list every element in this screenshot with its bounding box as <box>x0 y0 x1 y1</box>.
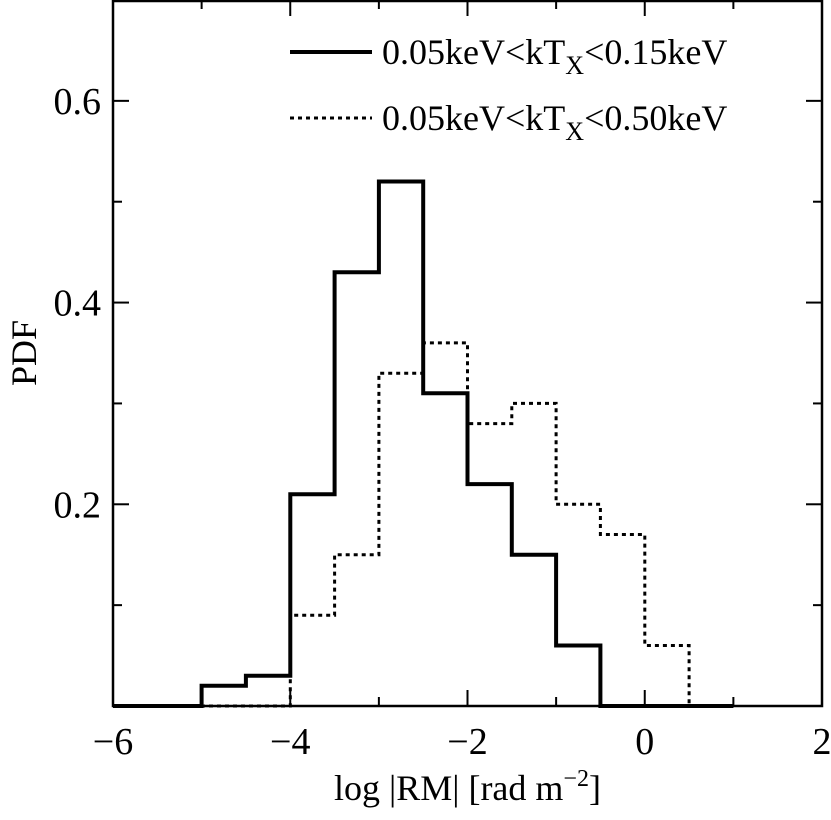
legend-label-2-prefix: 0.05keV<kT <box>382 98 565 138</box>
x-tick-label: −6 <box>93 721 133 763</box>
legend-item-1: 0.05keV<kTX<0.15keV <box>290 32 727 80</box>
x-axis-title: log |RM| [rad m−2] <box>334 766 601 808</box>
legend-item-2: 0.05keV<kTX<0.50keV <box>290 98 727 146</box>
x-tick-label: 0 <box>635 721 654 763</box>
legend-label-1-sub: X <box>565 51 584 80</box>
x-tick-label: 2 <box>813 721 831 763</box>
y-axis-title: PDF <box>4 320 44 386</box>
series-1-step-line <box>113 179 734 708</box>
x-axis-title-end: ] <box>589 768 601 808</box>
legend: 0.05keV<kTX<0.15keV 0.05keV<kTX<0.50keV <box>290 32 727 146</box>
legend-label-1-prefix: 0.05keV<kT <box>382 32 565 72</box>
legend-label-2-sub: X <box>565 117 584 146</box>
x-axis-title-main: log |RM| [rad m <box>334 768 563 808</box>
plot-frame <box>111 0 824 708</box>
x-tick-label: −2 <box>447 721 487 763</box>
legend-label-2-suffix: <0.50keV <box>584 98 727 138</box>
y-tick-label: 0.2 <box>54 484 102 526</box>
series-layer <box>113 179 734 708</box>
y-tick-label: 0.6 <box>54 81 102 123</box>
series-2-step-line <box>113 341 734 708</box>
legend-label-1: 0.05keV<kTX<0.15keV <box>382 32 727 80</box>
x-tick-labels: −6 −4 −2 0 2 <box>93 721 831 763</box>
legend-label-1-suffix: <0.15keV <box>584 32 727 72</box>
y-tick-labels: 0.2 0.4 0.6 <box>54 81 102 526</box>
x-axis-title-sup: −2 <box>563 766 589 792</box>
y-tick-label: 0.4 <box>54 283 102 325</box>
legend-label-2: 0.05keV<kTX<0.50keV <box>382 98 727 146</box>
x-tick-label: −4 <box>270 721 310 763</box>
